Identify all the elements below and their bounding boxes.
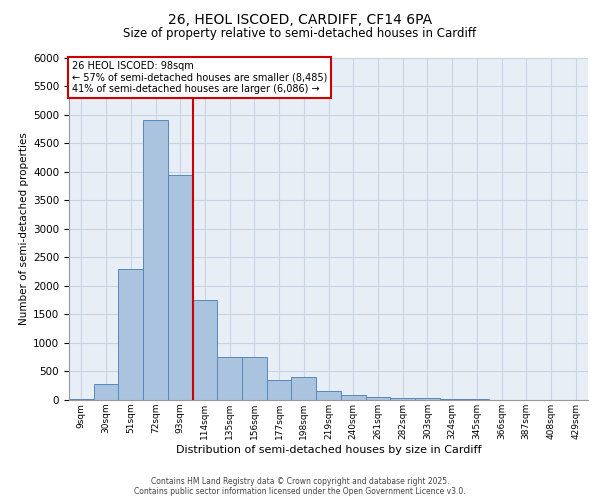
Bar — [143, 120, 168, 400]
Bar — [168, 174, 193, 400]
Bar — [316, 392, 341, 400]
Bar — [242, 357, 267, 400]
Bar — [217, 357, 242, 400]
Bar — [118, 268, 143, 400]
Bar — [94, 384, 118, 400]
Bar — [292, 377, 316, 400]
Text: 26, HEOL ISCOED, CARDIFF, CF14 6PA: 26, HEOL ISCOED, CARDIFF, CF14 6PA — [168, 12, 432, 26]
Bar — [365, 397, 390, 400]
Bar — [69, 399, 94, 400]
Text: Size of property relative to semi-detached houses in Cardiff: Size of property relative to semi-detach… — [124, 28, 476, 40]
Bar — [193, 300, 217, 400]
Bar — [390, 398, 415, 400]
X-axis label: Distribution of semi-detached houses by size in Cardiff: Distribution of semi-detached houses by … — [176, 444, 481, 454]
Bar — [341, 395, 365, 400]
Y-axis label: Number of semi-detached properties: Number of semi-detached properties — [19, 132, 29, 325]
Text: Contains HM Land Registry data © Crown copyright and database right 2025.
Contai: Contains HM Land Registry data © Crown c… — [134, 476, 466, 496]
Text: 26 HEOL ISCOED: 98sqm
← 57% of semi-detached houses are smaller (8,485)
41% of s: 26 HEOL ISCOED: 98sqm ← 57% of semi-deta… — [71, 61, 327, 94]
Bar — [267, 380, 292, 400]
Bar — [415, 398, 440, 400]
Bar — [440, 399, 464, 400]
